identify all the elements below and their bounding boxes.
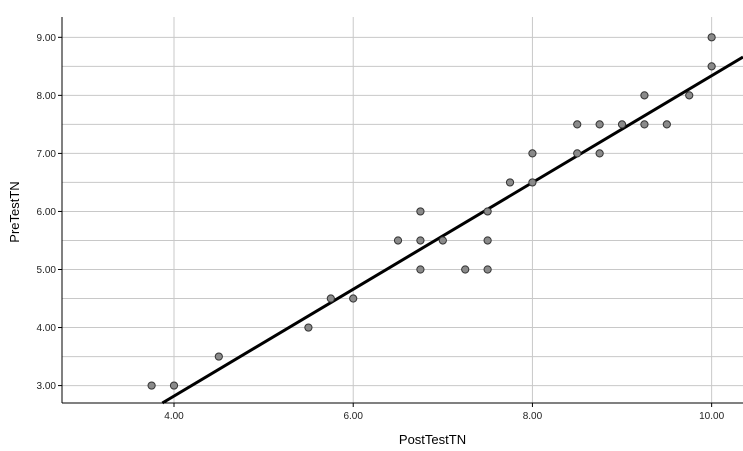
- y-axis-label: PreTestTN: [7, 181, 22, 242]
- x-tick-label: 8.00: [523, 411, 543, 422]
- data-points: [147, 33, 716, 390]
- data-point: [461, 265, 470, 274]
- data-point: [505, 178, 515, 187]
- y-tick-label: 6.00: [37, 207, 57, 218]
- data-point: [595, 149, 604, 158]
- data-point: [349, 294, 358, 303]
- data-point: [393, 236, 403, 245]
- data-point: [573, 149, 582, 158]
- data-point: [640, 120, 649, 129]
- y-tick-label: 5.00: [37, 265, 57, 276]
- data-point: [528, 178, 537, 187]
- data-point: [483, 207, 492, 216]
- y-tick-label: 9.00: [37, 33, 57, 44]
- axes: [61, 17, 743, 404]
- data-point: [416, 236, 425, 245]
- data-point: [662, 120, 671, 129]
- data-point: [304, 323, 313, 332]
- data-point: [326, 294, 335, 303]
- y-tick-labels: 3.00 4.00 5.00 6.00 7.00 8.00 9.00: [37, 33, 62, 392]
- data-point: [573, 120, 582, 129]
- y-tick-label: 8.00: [37, 91, 57, 102]
- data-point: [416, 265, 425, 274]
- data-point: [147, 381, 156, 390]
- x-tick-label: 4.00: [164, 411, 184, 422]
- data-point: [640, 91, 649, 100]
- y-tick-label: 7.00: [37, 149, 57, 160]
- fit-line: [161, 55, 743, 405]
- data-point: [707, 62, 716, 71]
- x-tick-label: 6.00: [343, 411, 363, 422]
- y-tick-label: 4.00: [37, 323, 57, 334]
- grid-lines: [62, 17, 743, 403]
- data-point: [595, 120, 604, 129]
- y-tick-label: 3.00: [37, 381, 57, 392]
- data-point: [416, 207, 425, 216]
- data-point: [483, 265, 492, 274]
- fit-line-group: [161, 55, 743, 405]
- data-point: [528, 149, 537, 158]
- x-axis-label: PostTestTN: [399, 432, 466, 447]
- data-point: [169, 381, 179, 390]
- x-tick-labels: 4.00 6.00 8.00 10.00: [164, 403, 725, 422]
- data-point: [214, 352, 223, 361]
- x-tick-label: 10.00: [699, 411, 724, 422]
- data-point: [707, 33, 716, 42]
- data-point: [483, 236, 492, 245]
- data-point: [685, 91, 694, 100]
- data-point: [438, 236, 447, 245]
- data-point: [617, 120, 627, 129]
